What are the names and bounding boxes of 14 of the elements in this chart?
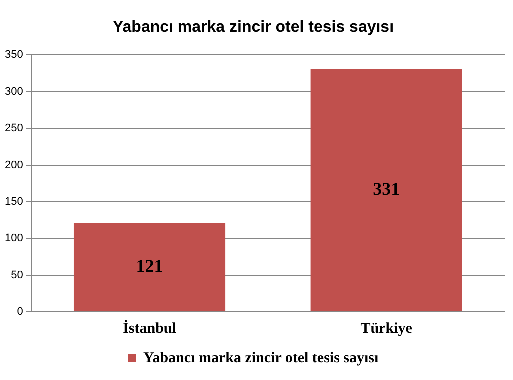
y-tick-label: 250	[4, 122, 24, 135]
chart-title: Yabancı marka zincir otel tesis sayısı	[112, 19, 394, 36]
y-tick-label: 50	[11, 269, 24, 282]
x-tick-label: İstanbul	[123, 320, 176, 337]
data-label: 121	[136, 256, 164, 276]
legend-label: Yabancı marka zincir otel tesis sayısı	[144, 350, 379, 366]
y-tick-label: 150	[4, 196, 24, 208]
y-tick-label: 100	[4, 232, 24, 245]
y-tick-label: 350	[4, 49, 24, 62]
x-tick-label: Türkiye	[360, 320, 413, 337]
y-tick-label: 200	[4, 159, 24, 172]
y-tick-label: 300	[4, 86, 24, 98]
y-tick-label: 0	[17, 306, 24, 318]
data-label: 331	[373, 178, 400, 199]
